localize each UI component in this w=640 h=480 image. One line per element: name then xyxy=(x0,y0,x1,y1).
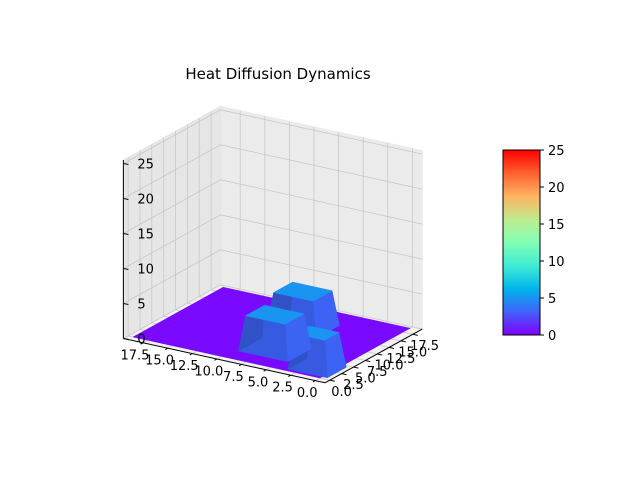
x-tick-mark xyxy=(214,358,218,361)
z-tick-label: 0 xyxy=(137,333,145,348)
y-tick-label: 10.0 xyxy=(375,359,404,374)
z-tick-mark xyxy=(123,198,129,200)
z-gridline xyxy=(123,109,423,164)
x-tick-label: 15.0 xyxy=(145,354,174,369)
y-tick-label: 15.0 xyxy=(398,346,427,361)
colorbar-tick-label: 0 xyxy=(548,329,556,344)
temperature-surface xyxy=(132,281,411,379)
chart-title: Heat Diffusion Dynamics xyxy=(185,65,370,83)
z-tick-mark xyxy=(123,233,129,235)
plateau-top xyxy=(245,304,305,325)
y-tick-label: 2.5 xyxy=(343,378,364,393)
z-gridline xyxy=(123,179,423,234)
y-axis-line xyxy=(324,328,423,384)
axis-ticks: 0.02.55.07.510.012.515.017.50.02.55.07.5… xyxy=(121,158,440,402)
x-tick-label: 7.5 xyxy=(223,370,244,385)
x-tick-mark xyxy=(288,374,291,377)
x-tick-mark xyxy=(165,347,168,350)
z-tick-mark xyxy=(123,163,129,165)
z-tick-label: 10 xyxy=(137,263,154,278)
z-tick-label: 20 xyxy=(137,193,154,208)
colorbar-tick-label: 25 xyxy=(548,144,565,159)
y-tick-label: 12.5 xyxy=(386,352,415,367)
y-tick-label: 17.5 xyxy=(410,339,439,354)
x-tick-mark xyxy=(140,342,144,345)
z-tick-mark xyxy=(123,303,129,305)
x-tick-mark xyxy=(238,363,242,367)
x-tick-label: 5.0 xyxy=(248,375,269,390)
x-tick-label: 2.5 xyxy=(272,381,293,396)
plateau-top xyxy=(272,281,333,302)
y-tick-mark xyxy=(400,340,406,343)
z-tick-label: 5 xyxy=(137,298,145,313)
colorbar-tick-label: 20 xyxy=(548,181,565,196)
x-tick-label: 12.5 xyxy=(170,359,199,374)
x-tick-mark xyxy=(189,353,193,356)
y-tick-mark xyxy=(377,353,383,356)
z-tick-mark xyxy=(123,268,129,270)
y-tick-label: 5.0 xyxy=(355,372,376,387)
colorbar-tick-label: 10 xyxy=(548,255,565,270)
colorbar: 0 5 10 15 20 25 xyxy=(502,144,565,344)
z-gridline xyxy=(123,144,423,199)
x-tick-mark xyxy=(312,380,316,383)
y-tick-mark xyxy=(365,360,371,363)
colorbar-tick-label: 5 xyxy=(548,292,556,307)
x-tick-mark xyxy=(263,369,267,372)
colorbar-body xyxy=(502,149,541,336)
x-axis-line xyxy=(123,338,326,384)
y-tick-mark xyxy=(353,366,359,369)
x-tick-label: 10.0 xyxy=(194,365,223,380)
z-tick-mark xyxy=(123,338,129,340)
z-tick-label: 15 xyxy=(137,228,154,243)
z-gridline xyxy=(123,214,423,269)
y-tick-mark xyxy=(329,379,335,382)
colorbar-tick-label: 15 xyxy=(548,218,565,233)
x-tick-label: 17.5 xyxy=(121,348,150,363)
y-tick-mark xyxy=(388,346,395,349)
y-tick-label: 7.5 xyxy=(367,365,388,380)
y-tick-label: 0.0 xyxy=(331,385,352,400)
z-gridline xyxy=(123,284,423,339)
y-tick-mark xyxy=(341,373,347,376)
x-tick-label: 0.0 xyxy=(297,386,318,401)
y-tick-mark xyxy=(412,333,418,336)
z-tick-label: 25 xyxy=(137,158,154,173)
z-gridline xyxy=(123,249,423,304)
